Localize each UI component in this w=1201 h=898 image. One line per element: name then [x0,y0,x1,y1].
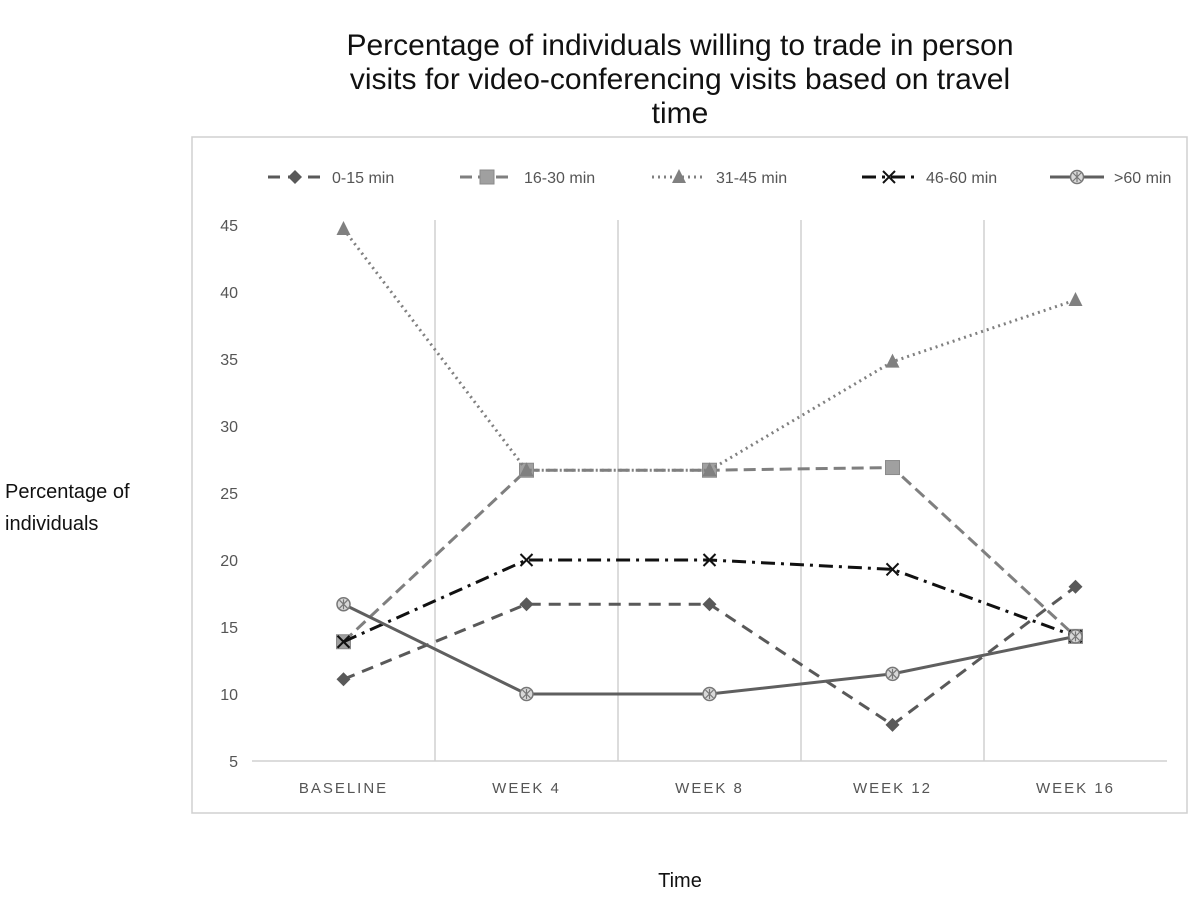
data-point [1068,629,1083,644]
plot-frame [191,136,1188,814]
y-tick-label: 10 [220,687,238,704]
data-point [1068,292,1083,307]
y-tick-label: 30 [220,419,238,436]
legend-label: 31-45 min [716,170,787,187]
legend-item: 16-30 min [460,169,595,187]
y-tick-label: 25 [220,486,238,503]
y-tick-label: 40 [220,285,238,302]
legend-marker [882,170,896,184]
title-line: visits for video-conferencing visits bas… [350,63,1010,96]
data-point [336,635,351,649]
data-point [519,553,534,567]
series-line [342,602,1076,696]
data-point [1068,579,1083,594]
data-point [702,597,717,612]
data-point [336,672,351,687]
x-tick-label: WEEK 8 [675,780,744,797]
legend-marker [479,169,495,185]
data-point [885,717,900,732]
y-tick-label: 15 [220,620,238,637]
legend-marker [672,169,686,183]
x-tick-label: WEEK 16 [1036,780,1115,797]
title-line: Percentage of individuals willing to tra… [346,29,1013,62]
y-label-line: individuals [5,513,98,535]
data-point [885,353,900,368]
data-point [519,686,534,702]
legend-marker [288,170,302,184]
y-tick-label: 45 [220,218,238,235]
legend-item: 0-15 min [268,170,394,187]
legend-marker [1069,169,1085,185]
legend-item: >60 min [1050,169,1171,187]
series-16-30 min [336,460,1083,650]
legend-label: >60 min [1114,170,1171,187]
y-tick-label: 5 [229,754,238,771]
chart-title: Percentage of individuals willing to tra… [346,29,1013,130]
x-tick-label: WEEK 4 [492,780,561,797]
x-axis-label: Time [658,870,702,892]
legend-label: 0-15 min [332,170,394,187]
x-tick-label: WEEK 12 [853,780,932,797]
x-tick-label: BASELINE [299,780,388,797]
y-axis-label: Percentage of individuals [5,481,130,535]
series-0-15 min [336,579,1083,732]
series-31-45 min [336,221,1083,477]
data-point [885,460,900,476]
data-point [885,562,900,577]
series-line [342,228,1076,472]
data-point [336,221,351,236]
data-point [519,597,534,612]
y-tick-label: 20 [220,553,238,570]
data-point [702,686,717,702]
legend-item: 46-60 min [862,170,997,187]
legend-label: 16-30 min [524,170,595,187]
series-line [342,466,1077,643]
data-point [702,553,717,567]
legend-item: 31-45 min [652,169,787,187]
data-point [336,596,351,612]
legend-label: 46-60 min [926,170,997,187]
y-label-line: Percentage of [5,481,130,503]
y-tick-label: 35 [220,352,238,369]
data-point [885,666,900,682]
data-point [702,462,717,477]
data-point [519,462,534,477]
series->60 min [336,596,1083,702]
legend: 0-15 min 16-30 min 31-45 min 46-60 min >60 m… [268,169,1171,187]
title-line: time [652,97,709,130]
